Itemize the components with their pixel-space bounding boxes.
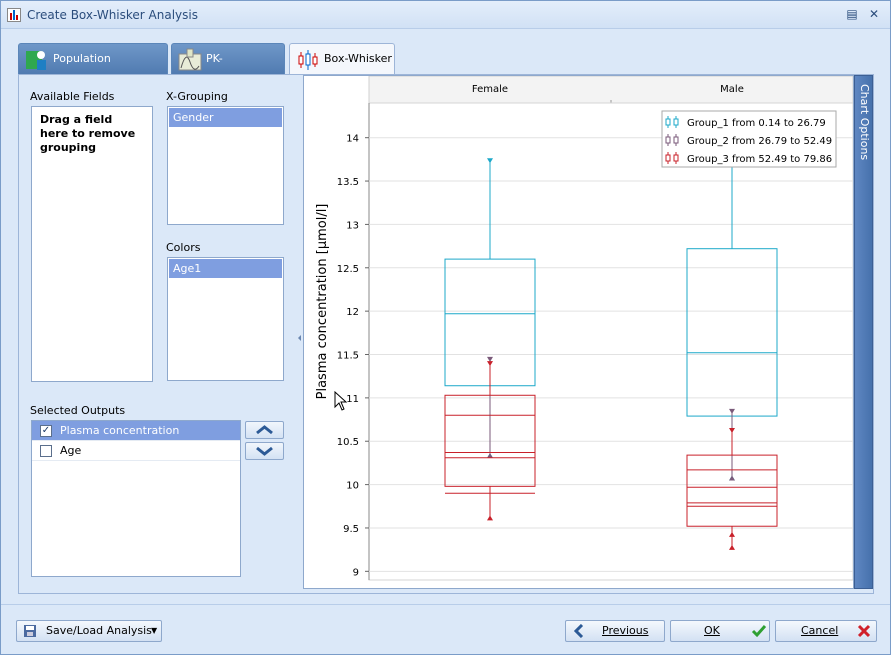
- y-tick-label: 10: [346, 481, 359, 492]
- population-icon: [26, 51, 46, 70]
- legend-swatch-icon: [665, 152, 679, 164]
- category-label: Female: [472, 84, 508, 95]
- max-marker: [487, 356, 493, 362]
- cancel-label: Cancel: [801, 624, 839, 637]
- max-marker: [487, 158, 493, 164]
- restore-icon[interactable]: ▤: [846, 7, 858, 21]
- max-marker: [487, 361, 493, 367]
- min-marker: [729, 475, 735, 481]
- chart-panel: Female Male 9 9.5 10 10.5 11 11.5 12 12.5 13 13.5 14…: [303, 75, 854, 589]
- tab-box-whisker[interactable]: Box-Whisker: [289, 43, 395, 76]
- output-checkbox[interactable]: [40, 445, 52, 457]
- y-tick-label: 12: [346, 307, 359, 318]
- box-iqr: [686, 454, 778, 527]
- move-down-button[interactable]: [245, 442, 284, 460]
- mouse-cursor-icon: [334, 391, 348, 411]
- category-label: Male: [720, 84, 744, 95]
- chart-options-label: Chart Options: [858, 84, 871, 161]
- legend-entry: Group_1 from 0.14 to 26.79: [687, 118, 826, 129]
- tab-pk-parameters[interactable]: PK-Parameters: [171, 43, 285, 95]
- legend: [661, 110, 837, 168]
- min-marker: [487, 452, 493, 458]
- min-marker: [487, 515, 493, 521]
- available-fields-list[interactable]: Drag a field here to remove grouping: [31, 106, 153, 382]
- output-row-age[interactable]: Age: [32, 441, 240, 461]
- y-axis-label: Plasma concentration [µmol/l]: [315, 204, 330, 400]
- y-tick-label: 13.5: [337, 177, 359, 188]
- tab-population-parameters[interactable]: Population Parameters: [18, 43, 168, 95]
- chart-options-tab[interactable]: Chart Options: [854, 75, 873, 589]
- move-up-button[interactable]: [245, 421, 284, 439]
- selected-outputs-label: Selected Outputs: [30, 404, 126, 417]
- max-marker: [729, 427, 735, 433]
- y-tick-label: 14: [346, 134, 359, 145]
- save-load-analysis-button[interactable]: Save/Load Analysis ▼: [16, 620, 162, 642]
- legend-entry: Group_2 from 26.79 to 52.49: [687, 136, 832, 147]
- app-chart-icon: [7, 8, 21, 22]
- title-bar: Create Box-Whisker Analysis ▤ ✕: [1, 1, 890, 29]
- max-marker: [729, 408, 735, 414]
- colors-list[interactable]: Age1: [167, 257, 284, 381]
- output-label: Plasma concentration: [60, 424, 180, 437]
- x-grouping-label: X-Grouping: [166, 90, 228, 103]
- category-header: [368, 75, 854, 104]
- plot-area: [368, 102, 854, 581]
- output-checkbox[interactable]: ✓: [40, 425, 52, 437]
- y-tick-label: 10.5: [337, 437, 359, 448]
- chevron-up-icon: [256, 425, 273, 435]
- pk-icon: [178, 48, 202, 71]
- previous-label: Previous: [602, 624, 649, 637]
- y-tick-label: 9.5: [343, 524, 359, 535]
- output-label: Age: [60, 444, 82, 457]
- splitter-grip-icon[interactable]: [298, 331, 302, 341]
- available-fields-label: Available Fields: [30, 90, 115, 103]
- y-tick-label: 11.5: [337, 351, 359, 362]
- previous-button[interactable]: Previous: [565, 620, 665, 642]
- x-grouping-list[interactable]: Gender: [167, 106, 284, 225]
- legend-swatch-icon: [665, 116, 679, 128]
- colors-label: Colors: [166, 241, 201, 254]
- box-whisker-icon: [298, 50, 318, 70]
- y-tick-label: 9: [353, 567, 359, 578]
- save-load-label: Save/Load Analysis: [46, 624, 152, 637]
- close-icon[interactable]: ✕: [868, 7, 880, 21]
- legend-entry: Group_3 from 52.49 to 79.86: [687, 154, 832, 165]
- floppy-disk-icon: [24, 625, 36, 637]
- chevron-down-icon: [256, 446, 273, 456]
- cancel-button[interactable]: Cancel: [775, 620, 877, 642]
- y-tick-label: 13: [346, 220, 359, 231]
- checkmark-icon: [751, 625, 767, 638]
- cancel-x-icon: [857, 624, 871, 638]
- available-fields-hint: Drag a field here to remove grouping: [40, 113, 136, 154]
- y-tick-label: 12.5: [337, 264, 359, 275]
- chevron-left-icon: [573, 624, 584, 638]
- outlier-marker: [729, 531, 735, 537]
- tab-label: Box-Whisker: [324, 52, 392, 65]
- output-row-plasma-concentration[interactable]: ✓ Plasma concentration: [32, 421, 240, 441]
- selected-outputs-list[interactable]: ✓ Plasma concentration Age: [31, 420, 241, 577]
- colors-item-age1[interactable]: Age1: [169, 259, 282, 278]
- box-whisker-chart: Female Male 9 9.5 10 10.5 11 11.5 12 12.5 13 13.5 14…: [315, 75, 854, 581]
- window-title: Create Box-Whisker Analysis: [27, 8, 198, 22]
- dropdown-arrow-icon: ▼: [151, 626, 158, 635]
- ok-button[interactable]: OK: [670, 620, 770, 642]
- ok-label: OK: [704, 624, 720, 637]
- x-grouping-item-gender[interactable]: Gender: [169, 108, 282, 127]
- legend-swatch-icon: [665, 134, 679, 146]
- bottom-bar: Save/Load Analysis ▼ Previous OK Cancel: [1, 604, 890, 654]
- box-iqr: [444, 394, 536, 487]
- min-marker: [729, 544, 735, 550]
- y-tick-label: 11: [346, 394, 359, 405]
